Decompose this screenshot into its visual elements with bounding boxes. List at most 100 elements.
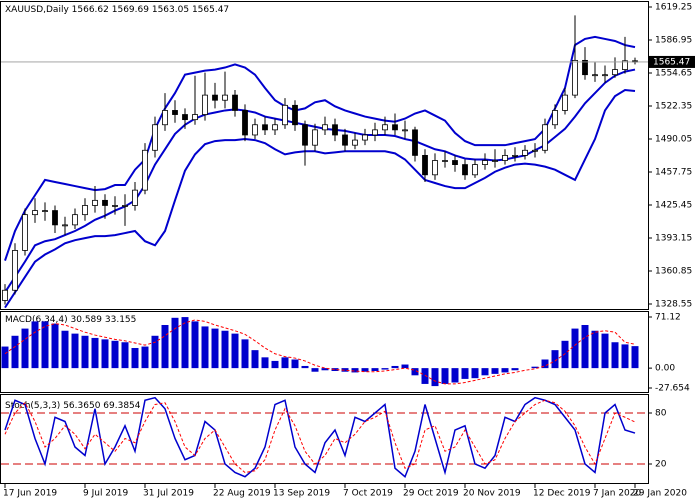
- indicator-line: [4, 88, 636, 309]
- histogram-bar: [71, 333, 79, 369]
- candle-body: [232, 94, 238, 111]
- y-tick-label: 71.12: [655, 313, 681, 323]
- histogram-bar: [431, 368, 439, 387]
- y-tick-label: 1522.35: [655, 102, 692, 112]
- y-tick-label: 80: [655, 409, 667, 419]
- candle-body: [2, 289, 8, 301]
- x-tick-label: 29 Jan 2020: [633, 489, 687, 499]
- histogram-bar: [231, 333, 239, 369]
- candle-body: [432, 160, 438, 176]
- histogram-bar: [161, 324, 169, 369]
- histogram-bar: [101, 339, 109, 369]
- histogram-bar: [141, 346, 149, 369]
- histogram-bar: [31, 321, 39, 369]
- y-tick-label: 1457.75: [655, 168, 692, 178]
- candle-body: [352, 139, 358, 146]
- readout: 33.155: [105, 315, 137, 325]
- histogram-bar: [501, 368, 509, 373]
- histogram-bar: [41, 321, 49, 369]
- candle-body: [472, 164, 478, 176]
- price-label: 1565.47: [653, 57, 690, 67]
- candle-body: [12, 250, 18, 291]
- candle-body: [502, 154, 508, 161]
- candle-body: [592, 74, 598, 77]
- histogram-bar: [531, 366, 539, 369]
- candle-body: [312, 129, 318, 146]
- candle-body: [562, 94, 568, 111]
- candle-body: [412, 129, 418, 156]
- candle-body: [442, 160, 448, 162]
- y-tick-label: 1393.15: [655, 234, 692, 244]
- histogram-bar: [21, 328, 29, 369]
- main-header: XAUUSD,Daily 1566.62 1569.69 1563.05 156…: [5, 5, 229, 15]
- candle-body: [22, 214, 28, 251]
- candle-body: [42, 210, 48, 212]
- candle-body: [402, 129, 408, 132]
- histogram-bar: [131, 347, 139, 369]
- histogram-bar: [451, 368, 459, 383]
- histogram-bar: [351, 368, 359, 373]
- histogram-bar: [331, 368, 339, 371]
- candle-body: [542, 124, 548, 151]
- histogram-bar: [491, 368, 499, 374]
- readout: 30.589: [71, 315, 103, 325]
- histogram-bar: [571, 328, 579, 369]
- y-tick-label: -27.654: [655, 384, 690, 394]
- x-tick-label: 9 Jul 2019: [83, 489, 128, 499]
- candle-body: [602, 74, 608, 77]
- x-tick-label: 13 Sep 2019: [273, 489, 330, 499]
- histogram-bar: [481, 368, 489, 376]
- macd-panel: [0, 311, 649, 393]
- y-tick-label: 1490.05: [655, 135, 692, 145]
- candle-body: [122, 205, 128, 207]
- histogram-bar: [631, 346, 639, 369]
- histogram-bar: [391, 365, 399, 369]
- candle-body: [272, 124, 278, 131]
- y-tick-label: 1328.55: [655, 300, 692, 310]
- histogram-bar: [11, 335, 19, 369]
- candle-body: [52, 210, 58, 226]
- candle-body: [252, 124, 258, 136]
- candle-body: [492, 160, 498, 162]
- candle-body: [222, 94, 228, 101]
- indicator-line: [4, 319, 636, 385]
- indicator-line: [4, 68, 636, 293]
- candle-body: [162, 110, 168, 126]
- histogram-bar: [321, 368, 329, 371]
- histogram-bar: [611, 342, 619, 369]
- candle-body: [292, 104, 298, 126]
- macd-plot: [1, 317, 639, 387]
- candle-body: [342, 134, 348, 146]
- candle-body: [572, 59, 578, 96]
- y-tick-label: 1554.65: [655, 69, 692, 79]
- y-tick-label: 1360.85: [655, 267, 692, 277]
- histogram-bar: [121, 342, 129, 369]
- candle-body: [332, 124, 338, 136]
- stoch-panel: [0, 394, 649, 484]
- histogram-bar: [381, 368, 389, 370]
- histogram-bar: [81, 335, 89, 369]
- histogram-bar: [461, 368, 469, 379]
- histogram-bar: [181, 317, 189, 369]
- y-tick-label: 1425.45: [655, 201, 692, 211]
- candle-body: [102, 199, 108, 206]
- candle-body: [242, 110, 248, 136]
- candle-body: [462, 164, 468, 176]
- candle-body: [212, 94, 218, 101]
- histogram-bar: [291, 359, 299, 369]
- histogram-bar: [111, 340, 119, 369]
- close: 1565.47: [192, 5, 229, 15]
- candle-body: [282, 104, 288, 126]
- candle-body: [552, 110, 558, 126]
- histogram-bar: [271, 360, 279, 369]
- candle-body: [82, 205, 88, 216]
- readout: 56.3650: [63, 401, 100, 411]
- histogram-bar: [151, 335, 159, 369]
- candle-body: [112, 205, 118, 207]
- histogram-bar: [341, 368, 349, 372]
- histogram-bar: [601, 333, 609, 369]
- candle-body: [92, 199, 98, 206]
- x-tick-label: 7 Oct 2019: [343, 489, 393, 499]
- y-tick-label: 1586.95: [655, 36, 692, 46]
